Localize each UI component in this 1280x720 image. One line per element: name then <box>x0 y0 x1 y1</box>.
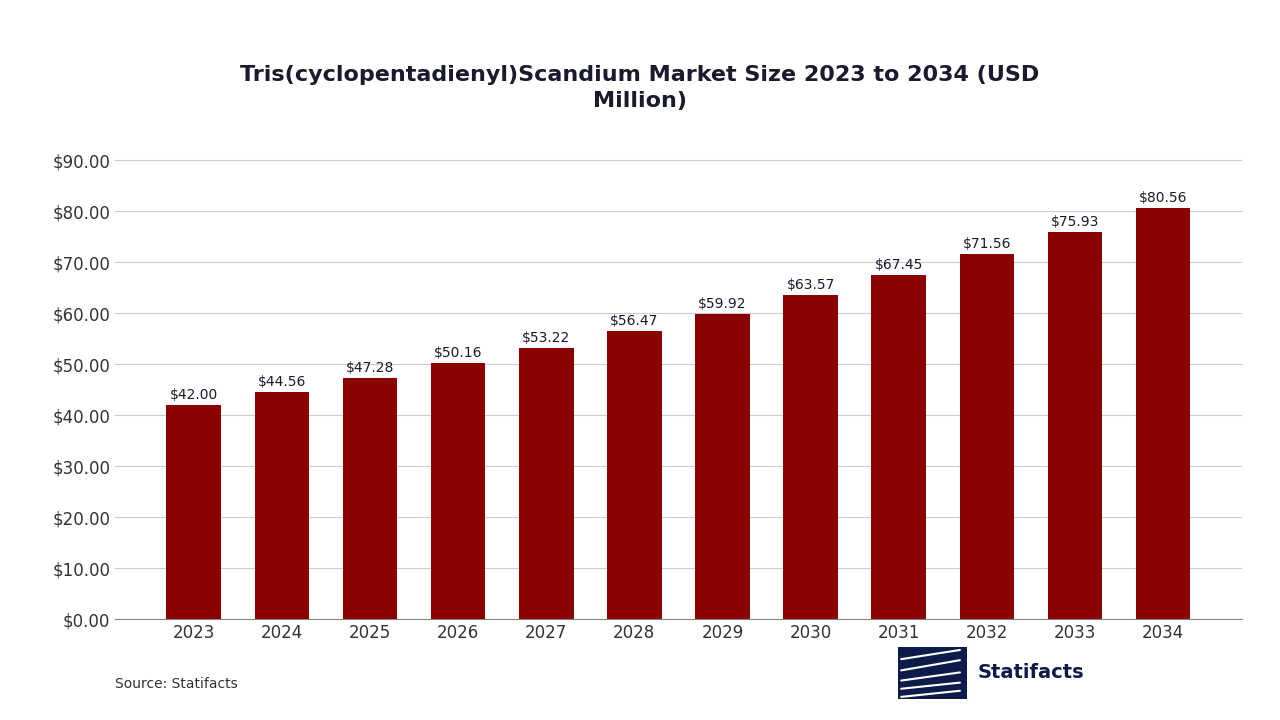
Text: $80.56: $80.56 <box>1139 192 1188 205</box>
Bar <box>431 364 485 619</box>
Text: $71.56: $71.56 <box>963 237 1011 251</box>
Text: Tris(cyclopentadienyl)Scandium Market Size 2023 to 2034 (USD
Million): Tris(cyclopentadienyl)Scandium Market Si… <box>241 65 1039 111</box>
Text: Source: Statifacts: Source: Statifacts <box>115 678 238 691</box>
Text: $56.47: $56.47 <box>611 314 658 328</box>
Bar <box>255 392 310 619</box>
Text: Statifacts: Statifacts <box>977 663 1084 682</box>
Text: $67.45: $67.45 <box>874 258 923 272</box>
Bar <box>1135 208 1190 619</box>
Bar <box>872 275 925 619</box>
Bar <box>518 348 573 619</box>
Text: $44.56: $44.56 <box>257 375 306 389</box>
Bar <box>166 405 221 619</box>
Bar <box>607 331 662 619</box>
Bar <box>695 314 750 619</box>
Text: $75.93: $75.93 <box>1051 215 1100 229</box>
Bar <box>783 295 838 619</box>
Bar <box>1047 232 1102 619</box>
Text: $53.22: $53.22 <box>522 330 571 345</box>
FancyBboxPatch shape <box>897 647 966 699</box>
Bar <box>960 254 1014 619</box>
Text: $47.28: $47.28 <box>346 361 394 375</box>
Bar <box>343 378 397 619</box>
Text: $50.16: $50.16 <box>434 346 483 360</box>
Text: $42.00: $42.00 <box>169 388 218 402</box>
Text: $63.57: $63.57 <box>786 278 835 292</box>
Text: $59.92: $59.92 <box>698 297 746 310</box>
